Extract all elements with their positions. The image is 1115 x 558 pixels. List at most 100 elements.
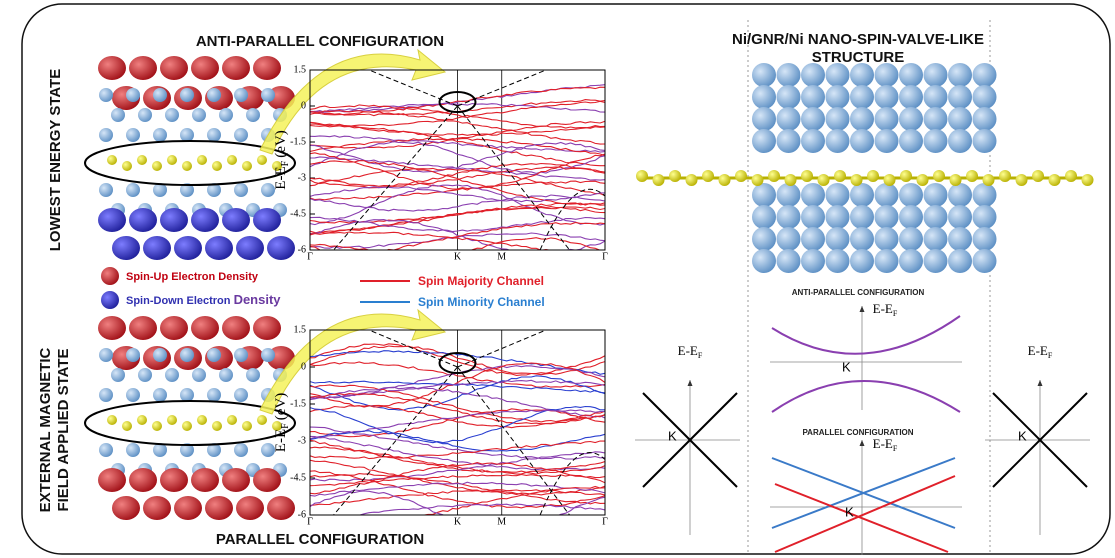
ni-atom	[875, 63, 899, 87]
dirac-line	[369, 70, 458, 106]
ni-atom	[752, 63, 776, 87]
legend-label: Density	[234, 292, 282, 307]
ni-atom	[973, 249, 997, 273]
c-atom	[227, 155, 237, 165]
ni-atom	[180, 388, 194, 402]
ni-atom	[153, 128, 167, 142]
ni-atom	[777, 249, 801, 273]
ni-atom	[924, 183, 948, 207]
ni-atom	[777, 205, 801, 229]
ni-atom	[234, 128, 248, 142]
spin-lobe	[222, 468, 250, 492]
ni-atom	[99, 388, 113, 402]
ni-atom	[99, 183, 113, 197]
c-atom	[122, 421, 132, 431]
c-atom	[983, 174, 995, 186]
spin-lobe	[253, 468, 281, 492]
c-atom	[257, 155, 267, 165]
legend-label: Spin-Down Electron Density	[126, 292, 281, 307]
ni-atom	[948, 107, 972, 131]
ni-atom	[826, 249, 850, 273]
ni-atom	[973, 227, 997, 251]
y-axis-label: F	[280, 160, 291, 166]
ni-atom	[948, 63, 972, 87]
ni-atom	[948, 227, 972, 251]
spin-lobe	[191, 56, 219, 80]
y-tick-label: -6	[298, 244, 306, 255]
ni-atom	[973, 183, 997, 207]
spin-lobe	[174, 496, 202, 520]
c-atom	[900, 170, 912, 182]
ni-atom	[948, 129, 972, 153]
c-atom	[752, 174, 764, 186]
ni-atom	[153, 348, 167, 362]
ni-atom	[826, 227, 850, 251]
ni-atom	[973, 63, 997, 87]
c-atom	[182, 421, 192, 431]
k-label: K	[668, 428, 677, 443]
ni-atom	[777, 107, 801, 131]
spin-lobe	[191, 468, 219, 492]
ni-atom	[99, 88, 113, 102]
c-atom	[212, 161, 222, 171]
ni-atom	[752, 85, 776, 109]
c-atom	[884, 174, 896, 186]
c-atom	[735, 170, 747, 182]
ni-atom	[801, 107, 825, 131]
crystal	[636, 63, 1094, 273]
x-tick-label: M	[497, 251, 506, 262]
axis-label: F	[893, 444, 898, 453]
spin-lobe	[253, 208, 281, 232]
y-tick-label: -6	[298, 509, 306, 520]
c-atom	[107, 415, 117, 425]
ni-atom	[234, 88, 248, 102]
legend-swatch	[101, 267, 119, 285]
axis-label: E-EF	[678, 343, 703, 360]
axis-label: E-EF	[873, 436, 898, 453]
spin-lobe	[98, 316, 126, 340]
spin-lobe	[191, 316, 219, 340]
ni-atom	[180, 88, 194, 102]
ni-atom	[924, 63, 948, 87]
ni-atom	[165, 108, 179, 122]
ni-atom	[924, 85, 948, 109]
spin-lobe	[191, 208, 219, 232]
spin-lobe	[160, 468, 188, 492]
x-tick-label: M	[497, 516, 506, 527]
c-atom	[1032, 170, 1044, 182]
y-axis-label: (eV)	[273, 130, 289, 157]
ni-atom	[899, 183, 923, 207]
state-label: LOWEST ENERGY STATE	[47, 69, 64, 252]
ni-atom	[826, 205, 850, 229]
ni-atom	[973, 85, 997, 109]
c-atom	[702, 170, 714, 182]
k-label: K	[1018, 428, 1027, 443]
ni-atom	[192, 368, 206, 382]
c-atom	[167, 155, 177, 165]
ni-atom	[801, 129, 825, 153]
ni-atom	[752, 249, 776, 273]
c-atom	[686, 174, 698, 186]
ni-atom	[126, 183, 140, 197]
state-label: FIELD APPLIED STATE	[55, 348, 72, 511]
ni-atom	[180, 348, 194, 362]
x-tick-label: Γ	[307, 251, 313, 262]
spin-lobe	[267, 496, 295, 520]
ni-atom	[826, 107, 850, 131]
axis-label: F	[1048, 351, 1053, 360]
spin-lobe	[160, 56, 188, 80]
c-atom	[851, 174, 863, 186]
c-atom	[197, 415, 207, 425]
c-atom	[785, 174, 797, 186]
ni-atom	[234, 443, 248, 457]
axis-arrow	[688, 380, 693, 386]
ni-atom	[153, 88, 167, 102]
ni-atom	[261, 348, 275, 362]
ni-atom	[752, 183, 776, 207]
x-tick-label: Γ	[602, 251, 608, 262]
ni-atom	[924, 107, 948, 131]
spin-lobe	[129, 208, 157, 232]
figure: ANTI-PARALLEL CONFIGURATION PARALLEL CON…	[0, 0, 1115, 558]
c-atom	[834, 170, 846, 182]
y-tick-label: 0	[301, 100, 306, 111]
